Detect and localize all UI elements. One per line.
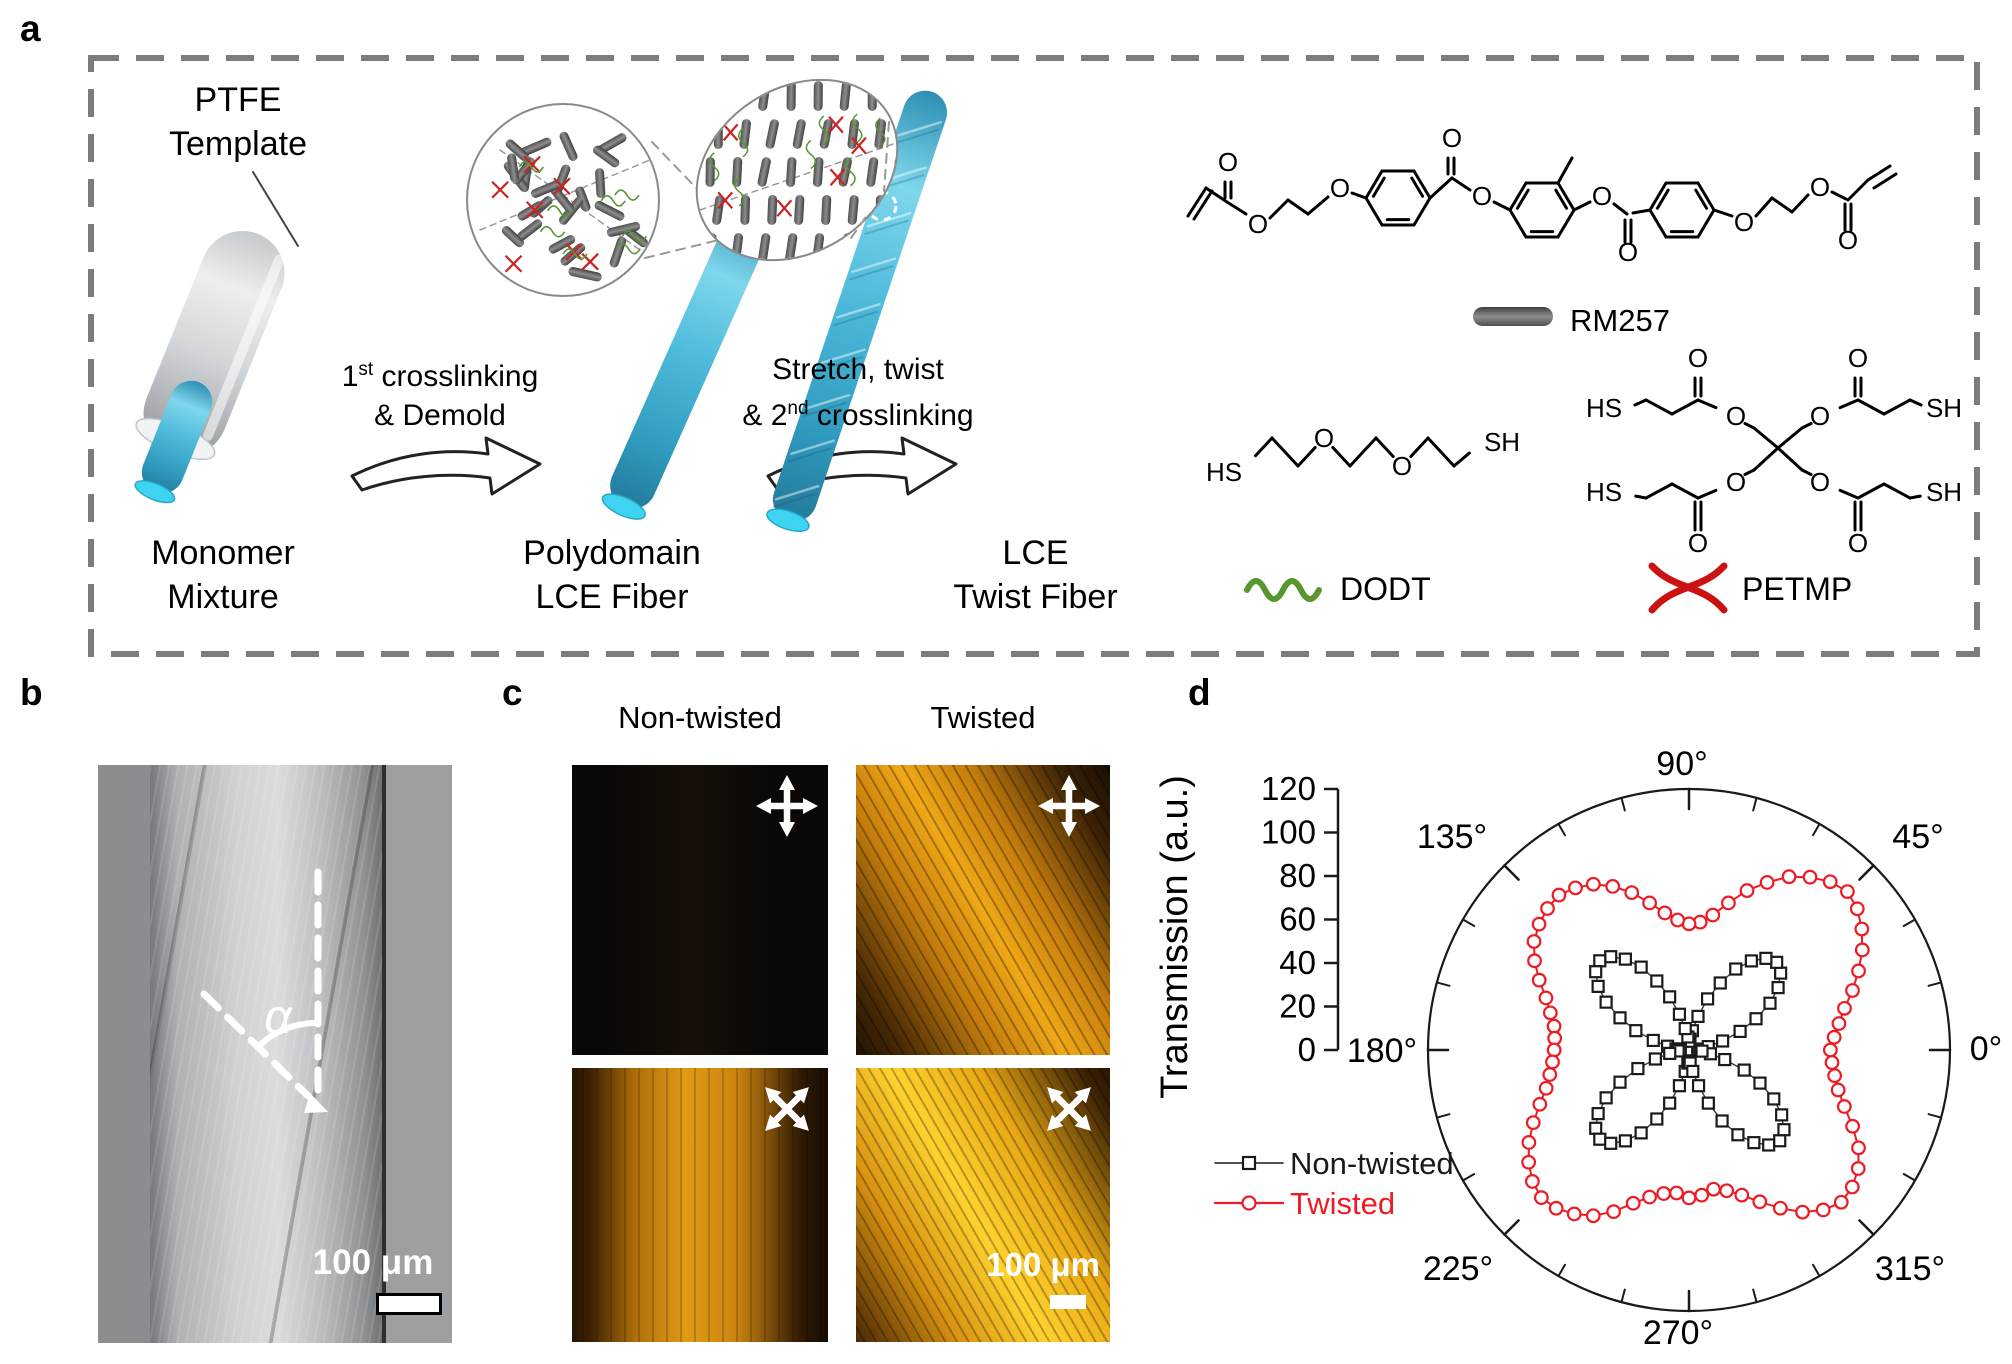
polydomain-fiber-label: Polydomain LCE Fiber <box>523 534 701 616</box>
process-arrow <box>350 436 542 496</box>
atom-label: O <box>1688 528 1708 558</box>
atom-label: O <box>1472 181 1492 211</box>
atom-label: O <box>1838 225 1858 255</box>
radial-axis-title: Transmission (a.u.) <box>1154 775 1196 1099</box>
atom-label: O <box>1592 181 1612 211</box>
atom-label: O <box>1726 467 1746 497</box>
angle-label: 180° <box>1347 1032 1417 1070</box>
monomer-core-cylinder <box>134 380 213 504</box>
atom-label: O <box>1810 401 1830 431</box>
column-header-non-twisted: Non-twisted <box>618 700 782 735</box>
radial-tick-label: 80 <box>1279 857 1316 894</box>
atom-label: O <box>1810 172 1830 202</box>
series-markers-non-twisted <box>1589 950 1791 1152</box>
atom-label: O <box>1218 147 1238 177</box>
pom-twisted-crossed <box>856 765 1110 1055</box>
angle-arc <box>255 1019 319 1050</box>
step2-label: Stretch, twist & 2nd crosslinking <box>742 353 974 432</box>
series-markers-twisted <box>1521 869 1870 1224</box>
radial-tick-label: 0 <box>1298 1031 1316 1068</box>
panel-d-label: d <box>1188 672 1211 713</box>
radial-tick-label: 120 <box>1261 770 1316 807</box>
chemical-structures <box>1186 156 1923 532</box>
pom-nontwisted-crossed <box>572 765 828 1055</box>
atom-label: O <box>1726 401 1746 431</box>
crossed-polarizers-icon <box>756 775 818 837</box>
legend-marker-circle <box>1241 1195 1257 1211</box>
crossed-polarizers-icon <box>1038 775 1100 837</box>
petmp-name: PETMP <box>1742 571 1852 607</box>
dodt-icon <box>1244 578 1322 602</box>
pom-scale-bar <box>1050 1295 1086 1309</box>
ptfe-template-cylinder <box>135 230 285 461</box>
angle-label: 45° <box>1892 818 1943 856</box>
legend-marker-square <box>1241 1155 1257 1171</box>
atom-label: O <box>1688 343 1708 373</box>
atom-label: O <box>1330 173 1350 203</box>
column-header-twisted: Twisted <box>930 700 1036 735</box>
angle-label: 270° <box>1643 1314 1713 1352</box>
atom-label: SH <box>1926 393 1962 423</box>
rm257-name: RM257 <box>1570 303 1670 338</box>
atom-label: HS <box>1586 477 1622 507</box>
legend-label: Non-twisted <box>1290 1146 1454 1181</box>
atom-label: O <box>1810 467 1830 497</box>
atom-label: SH <box>1926 477 1962 507</box>
ptfe-template-label: PTFE Template <box>169 81 307 163</box>
atom-label: O <box>1848 528 1868 558</box>
radial-tick-label: 20 <box>1279 988 1316 1025</box>
atom-label: O <box>1314 423 1334 453</box>
radial-tick-label: 60 <box>1279 901 1316 938</box>
crossed-polarizers-45-icon <box>1047 1087 1091 1131</box>
atom-label: O <box>1734 207 1754 237</box>
legend-label: Twisted <box>1290 1186 1395 1221</box>
pom-nontwisted-45 <box>572 1068 828 1342</box>
polar-transmission-chart: 0° 45° 90° 135° 180° 225° 270° 315° 0 20 40 60 80 100… <box>1154 745 2003 1352</box>
atom-label: HS <box>1586 393 1622 423</box>
atom-label: O <box>1618 237 1638 267</box>
angle-label: 315° <box>1875 1250 1945 1288</box>
sem-scale-bar <box>376 1293 442 1315</box>
sem-scale-label: 100 μm <box>312 1243 434 1282</box>
atom-label: O <box>1442 123 1462 153</box>
angle-label: 90° <box>1656 745 1707 783</box>
rm257-rod-icon <box>1473 307 1553 326</box>
sem-image: α 100 μm <box>98 765 452 1343</box>
twist-angle-annotation: α <box>200 868 328 1113</box>
angle-label: 135° <box>1417 818 1487 856</box>
panel-a-label: a <box>20 8 41 49</box>
atom-label: O <box>1248 209 1268 239</box>
crossed-polarizers-45-icon <box>765 1087 809 1131</box>
atom-label: SH <box>1484 427 1520 457</box>
text-label: Transmission (a.u.) <box>1154 775 1196 1099</box>
pom-scale-label: 100 μm <box>986 1246 1100 1283</box>
panel-c-label: c <box>502 672 523 713</box>
alpha-label: α <box>264 991 293 1044</box>
atom-label: HS <box>1206 457 1242 487</box>
angle-label: 225° <box>1423 1250 1493 1288</box>
atom-label: O <box>1848 343 1868 373</box>
monomer-mixture-label: Monomer Mixture <box>151 534 295 616</box>
atom-label: O <box>1392 451 1412 481</box>
panel-b-label: b <box>20 672 43 713</box>
dodt-name: DODT <box>1340 571 1431 607</box>
sem-fiber-edge <box>382 765 452 1343</box>
radial-tick-label: 100 <box>1261 814 1316 851</box>
radial-tick-label: 40 <box>1279 944 1316 981</box>
series-line-non-twisted <box>1594 955 1785 1146</box>
panel-a-dashed-border <box>88 55 1980 657</box>
arrowhead <box>304 1093 328 1113</box>
petmp-icon <box>1648 562 1728 614</box>
polydomain-microstructure <box>479 131 651 282</box>
twist-fiber-label: LCE Twist Fiber <box>953 534 1118 616</box>
angle-label: 0° <box>1970 1030 2003 1068</box>
polydomain-fiber <box>601 209 769 520</box>
pom-twisted-45: 100 μm <box>856 1068 1110 1342</box>
step1-label: 1st crosslinking & Demold <box>341 359 539 432</box>
